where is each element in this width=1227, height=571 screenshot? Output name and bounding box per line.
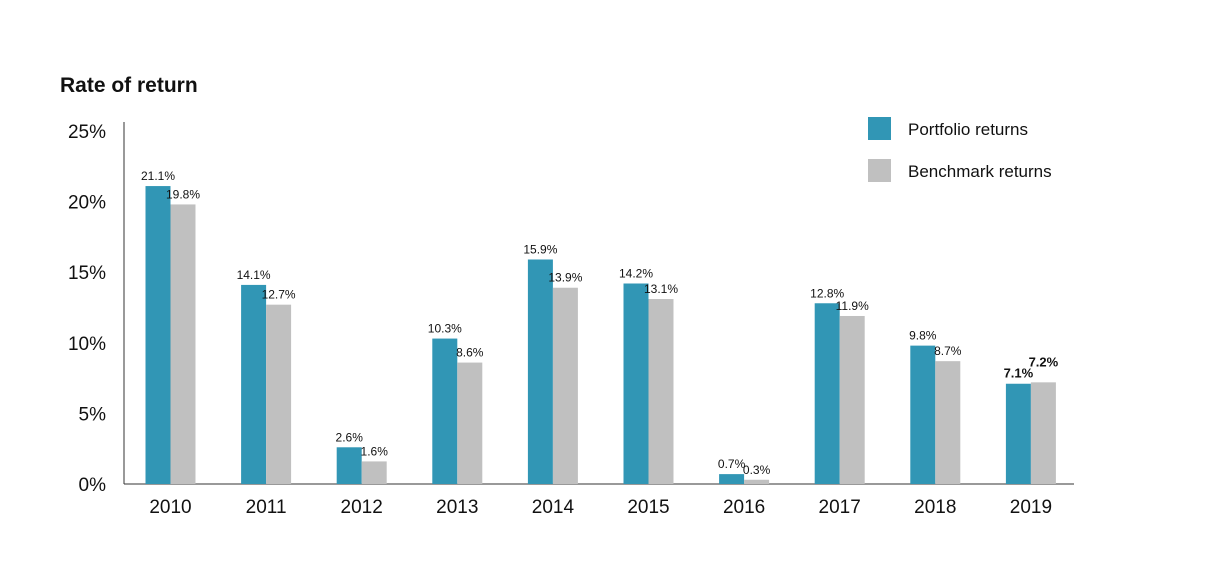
x-tick-label: 2010 [149,497,191,518]
legend-swatch-portfolio-returns [868,117,891,140]
benchmark-data-label-2018: 8.7% [934,344,962,358]
benchmark-bar-2010 [170,204,196,484]
portfolio-data-label-2016: 0.7% [718,457,746,471]
portfolio-bar-2017 [814,303,840,484]
y-tick-label: 5% [79,404,107,425]
portfolio-data-label-2019: 7.1% [1004,366,1034,381]
portfolio-bar-2013 [432,338,458,484]
benchmark-bar-2017 [839,315,865,484]
benchmark-data-label-2012: 1.6% [361,444,389,458]
y-tick-label: 0% [79,475,107,496]
portfolio-data-label-2018: 9.8% [909,329,937,343]
portfolio-data-label-2014: 15.9% [523,242,557,256]
x-tick-label: 2012 [341,497,383,518]
portfolio-data-label-2013: 10.3% [428,322,462,336]
portfolio-data-label-2010: 21.1% [141,169,175,183]
benchmark-bar-2018 [935,361,961,484]
benchmark-data-label-2011: 12.7% [262,288,296,302]
benchmark-bar-2016 [744,479,770,484]
benchmark-bar-2015 [648,299,674,484]
legend-label-portfolio-returns: Portfolio returns [908,120,1028,139]
portfolio-bar-2010 [145,186,171,484]
benchmark-data-label-2013: 8.6% [456,346,484,360]
x-tick-label: 2016 [723,497,765,518]
x-tick-label: 2011 [246,497,287,518]
benchmark-data-label-2017: 11.9% [836,299,869,313]
benchmark-bar-2011 [266,304,292,484]
benchmark-data-label-2014: 13.9% [548,271,582,285]
portfolio-bar-2019 [1005,383,1031,484]
legend: Portfolio returns Benchmark returns [868,117,1052,182]
benchmark-data-label-2015: 13.1% [644,282,678,296]
benchmark-bar-2012 [361,461,387,484]
data-labels: 21.1% 19.8% 14.1% 12.7% 2.6%1.6% 10.3% 8.6% 15.… [141,169,1059,477]
portfolio-bar-2015 [623,283,649,484]
benchmark-bar-2014 [552,287,578,484]
chart-title: Rate of return [60,74,198,97]
benchmark-bar-2013 [457,362,483,484]
y-axis: 0% 5% 10% 15% 20% 25% [68,122,125,496]
legend-label-benchmark-returns: Benchmark returns [908,162,1052,181]
portfolio-data-label-2012: 2.6% [336,430,364,444]
x-tick-label: 2017 [819,497,861,518]
portfolio-bar-2011 [241,284,267,484]
portfolio-data-label-2011: 14.1% [237,268,271,282]
portfolio-bar-2016 [719,474,745,484]
y-tick-label: 20% [68,193,106,214]
benchmark-data-label-2010: 19.8% [166,187,200,201]
portfolio-bar-2014 [527,259,553,484]
benchmark-data-label-2019: 7.2% [1029,354,1059,369]
portfolio-bar-2018 [910,345,936,484]
portfolio-data-label-2015: 14.2% [619,266,653,280]
bars [145,186,1056,484]
portfolio-data-label-2017: 12.8% [810,286,844,300]
x-tick-label: 2013 [436,497,478,518]
x-tick-label: 2014 [532,497,575,518]
portfolio-bar-2012 [336,447,362,484]
legend-swatch-benchmark-returns [868,159,891,182]
y-tick-label: 25% [68,122,106,143]
x-tick-label: 2015 [627,497,669,518]
benchmark-bar-2019 [1030,382,1056,484]
benchmark-data-label-2016: 0.3% [743,463,771,477]
y-tick-label: 15% [68,263,106,284]
x-axis: 2010 2011 2012 2013 2014 2015 2016 2017 2018 2019 [124,483,1074,518]
x-tick-label: 2019 [1010,497,1052,518]
x-tick-label: 2018 [914,497,956,518]
y-tick-label: 10% [68,334,106,355]
